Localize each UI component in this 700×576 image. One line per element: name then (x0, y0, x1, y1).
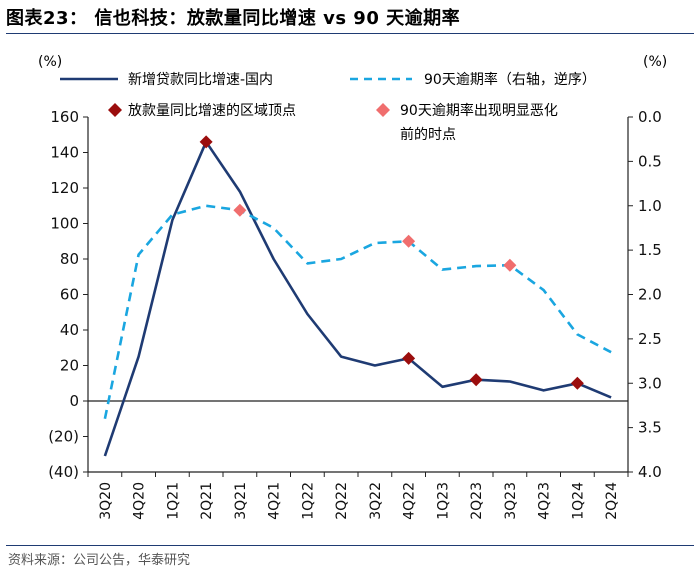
pre-deterioration-marker (233, 203, 247, 217)
growth-peak-marker (402, 351, 416, 365)
x-tick-label: 3Q21 (233, 482, 249, 520)
growth-peak-marker (570, 376, 584, 390)
loan-growth-line (103, 140, 612, 457)
left-tick-label: 80 (60, 250, 79, 268)
legend-label-overdue-rate: 90天逾期率（右轴，逆序） (424, 71, 596, 88)
right-tick-label: 2.5 (638, 330, 662, 348)
x-tick-label: 4Q20 (132, 482, 148, 520)
right-axis-unit: (%) (643, 54, 667, 70)
legend-swatch-pre-deterioration (376, 103, 390, 117)
left-tick-label: 20 (60, 357, 79, 375)
x-tick-label: 3Q20 (98, 482, 114, 520)
x-tick-label: 1Q21 (165, 482, 181, 520)
legend-label-pre-deterioration-2: 前的时点 (400, 126, 456, 143)
legend-label-growth-peak: 放款量同比增速的区域顶点 (128, 103, 296, 119)
left-tick-label: 120 (50, 179, 79, 197)
left-axis-unit: (%) (38, 54, 62, 70)
right-tick-label: 2.0 (638, 286, 662, 304)
title-rule (6, 33, 694, 34)
pre-deterioration-marker (503, 258, 517, 272)
left-tick-label: 0 (69, 392, 79, 410)
left-tick-label: 40 (60, 321, 79, 339)
growth-peak-marker (469, 373, 483, 387)
x-tick-label: 1Q22 (300, 482, 316, 520)
right-tick-label: 0.0 (638, 108, 662, 126)
legend: 新增贷款同比增速-国内 90天逾期率（右轴，逆序） 放款量同比增速的区域顶点 9… (60, 71, 596, 143)
x-tick-label: 2Q21 (199, 482, 215, 520)
legend-label-pre-deterioration-1: 90天逾期率出现明显恶化 (400, 102, 558, 119)
x-tick-label: 1Q23 (435, 482, 451, 520)
right-tick-label: 0.5 (638, 152, 662, 170)
left-tick-label: 160 (50, 108, 79, 126)
legend-swatch-growth-peak (108, 103, 122, 117)
x-tick-label: 2Q23 (469, 482, 485, 520)
markers-group (199, 135, 584, 390)
x-tick-label: 1Q24 (570, 482, 586, 520)
left-tick-label: 60 (60, 286, 79, 304)
right-tick-label: 4.0 (638, 463, 662, 481)
figure-title: 图表23： 信也科技：放款量同比增速 vs 90 天逾期率 (6, 8, 461, 29)
x-tick-label: 4Q21 (267, 482, 283, 520)
right-tick-label: 1.5 (638, 241, 662, 259)
right-tick-label: 3.0 (638, 374, 662, 392)
axes-group: (40) (20) 0 20 40 60 80 100 120 140 160 0.0 0.5 1.0 1.… (48, 108, 662, 520)
footer-rule (6, 545, 694, 546)
overdue-rate-line (103, 204, 612, 420)
x-tick-label: 2Q24 (604, 482, 620, 520)
left-tick-label: (40) (48, 463, 79, 481)
pre-deterioration-marker (402, 234, 416, 248)
left-tick-label: (20) (48, 428, 79, 446)
x-tick-label: 3Q22 (368, 482, 384, 520)
left-tick-label: 140 (50, 144, 79, 162)
right-tick-label: 1.0 (638, 197, 662, 215)
x-tick-label: 3Q23 (503, 482, 519, 520)
series-group (103, 140, 612, 457)
growth-peak-marker (199, 135, 213, 149)
source-note: 资料来源：公司公告，华泰研究 (8, 553, 191, 568)
x-tick-label: 2Q22 (334, 482, 350, 520)
legend-label-loan-growth: 新增贷款同比增速-国内 (128, 72, 273, 88)
x-tick-label: 4Q23 (537, 482, 553, 520)
x-tick-label: 4Q22 (402, 482, 418, 520)
left-tick-label: 100 (50, 215, 79, 233)
right-tick-label: 3.5 (638, 419, 662, 437)
